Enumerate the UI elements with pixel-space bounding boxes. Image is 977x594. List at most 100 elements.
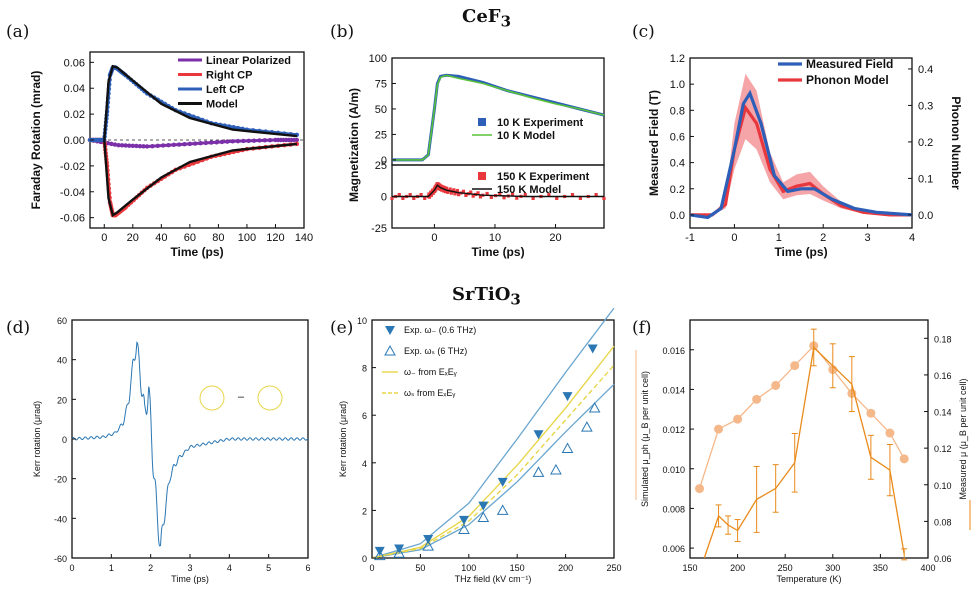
panel-e-omega-s-point [550, 463, 562, 475]
panel-b-150k-experiment-point [446, 190, 450, 194]
panel-f-xlabel: Temperature (K) [776, 574, 841, 584]
panel-a-series-line-1 [90, 138, 298, 217]
panel-b-150k-experiment-point [412, 196, 416, 200]
panel-a-legend-label: Right CP [206, 70, 252, 82]
panel-f-simulated-point [899, 454, 909, 464]
panel-b-150k-experiment-point [452, 188, 456, 192]
panel-f-xtick-label: 350 [873, 563, 888, 573]
panel-f-xtick-label: 250 [778, 563, 793, 573]
panel-b-lower-ytick-label: 25 [375, 160, 387, 172]
section-title-cef3-sub: 3 [500, 12, 511, 31]
panel-f-ylabel-right: Measured μ (μ_B per unit cell) [958, 379, 968, 500]
panel-a-xtick-label: 100 [238, 232, 256, 244]
panel-f-xtick-label: 400 [920, 563, 935, 573]
panel-a-xtick-label: 60 [184, 232, 196, 244]
panel-c-xtick-label: 4 [909, 232, 915, 244]
panel-f-ytick-label: 0.006 [662, 544, 685, 554]
panel-c-legend-label: Phonon Model [806, 73, 889, 87]
panel-b-150k-experiment-point [401, 196, 405, 200]
panel-b-upper-ytick-label: 0 [381, 155, 387, 167]
panel-c-right-ytick-label: 0.1 [918, 173, 933, 185]
panel-b-150k-experiment-point [419, 193, 423, 197]
panel-e-omega-s-point [496, 504, 509, 515]
panel-b-150k-experiment-point [510, 192, 515, 196]
panel-e-xtick-label: 250 [606, 563, 621, 573]
panel-f-ytick-label: 0.014 [662, 385, 685, 395]
panel-f-ytick-label: 0.010 [662, 465, 685, 475]
panel-a-ytick-label: 0.00 [64, 135, 85, 147]
panel-b-150k-experiment-point [594, 193, 598, 197]
panel-d-ytick-label: -40 [54, 514, 67, 524]
panel-a-ytick-label: -0.06 [60, 213, 85, 225]
panel-f-simulated-point [733, 414, 743, 424]
panel-c-xtick-label: 0 [731, 232, 737, 244]
panel-b-xtick-label: 10 [489, 232, 501, 244]
panel-a-ytick-label: -0.04 [60, 187, 85, 199]
panel-c-xlabel: Time (ps) [774, 245, 827, 259]
panel-b-150k-experiment-point [427, 195, 432, 199]
panel-e-legend-label: Exp. ω₋ (0.6 THz) [404, 325, 476, 335]
panel-b-xlabel: Time (ps) [471, 245, 524, 259]
panel-c-right-ytick-label: 0.3 [918, 100, 933, 112]
panel-e-omega-s-point [581, 421, 593, 432]
panel-a-ytick-label: -0.02 [60, 161, 85, 173]
panel-b-150k-experiment-point [449, 191, 453, 195]
panel-d-xtick-label: 1 [109, 563, 114, 573]
panel-d-xtick-label: 2 [148, 563, 153, 573]
panel-label-d: (d) [6, 318, 31, 338]
panel-b-150k-experiment-point [570, 193, 575, 197]
panel-e-xtick-label: 150 [510, 563, 525, 573]
panel-e-omega-s-line [371, 364, 615, 559]
panel-e-omega-s-point [561, 442, 574, 454]
panel-f-right-ytick-label: 0.08 [934, 517, 952, 527]
panel-f-xtick-label: 200 [730, 563, 745, 573]
panel-b-150k-experiment-point [444, 186, 449, 190]
panel-a-ytick-label: 0.02 [64, 109, 85, 121]
section-title-cef3-text: CeF [462, 6, 501, 27]
panel-d-xtick-label: 5 [266, 563, 271, 573]
panel-b-150k-experiment-point [441, 189, 446, 193]
panel-b-legend-label: 10 K Model [497, 130, 555, 142]
panel-e-xtick-label: 100 [461, 563, 476, 573]
panel-b-150k-experiment-point [441, 185, 445, 189]
panel-a-ytick-label: 0.06 [64, 57, 85, 69]
panel-d-inset-circle-left [199, 385, 225, 411]
panel-b-150k-experiment-point [515, 196, 519, 200]
panel-e-omega-minus-point [497, 477, 508, 487]
panel-f-ytick-label: 0.016 [662, 346, 685, 356]
panel-f-right-ytick-label: 0.18 [934, 334, 952, 344]
panel-c-ylabel: Measured Field (T) [647, 90, 661, 196]
panel-f-simulated-point [695, 484, 705, 494]
panel-e-xtick-label: 0 [369, 563, 374, 573]
panel-d-xtick-label: 0 [69, 563, 74, 573]
panel-f-simulated-point [771, 380, 781, 390]
panel-b-legend-label: 150 K Experiment [497, 171, 590, 183]
panel-f-right-ytick-label: 0.16 [934, 371, 952, 381]
panel-a-model-line [103, 64, 298, 141]
panel-e-ytick-label: 8 [362, 364, 367, 374]
panel-a-xtick-label: 140 [295, 232, 313, 244]
panel-d-ytick-label: 40 [57, 356, 67, 366]
panel-b-upper-ytick-label: 50 [375, 104, 387, 116]
panel-e-ytick-label: 0 [362, 554, 367, 564]
panel-b-150k-experiment-point [390, 196, 394, 200]
panel-b-150k-experiment-point [439, 184, 443, 188]
panel-c-xtick-label: -1 [685, 232, 695, 244]
panel-c-xtick-label: 2 [820, 232, 826, 244]
panel-d-ytick-label: 0 [62, 435, 67, 445]
panel-f-right-ytick-label: 0.10 [934, 481, 952, 491]
section-title-srtio3-sub: 3 [510, 290, 521, 309]
panel-b-150k-experiment-point [485, 191, 489, 196]
panel-e-omega-minus-point [587, 344, 598, 354]
panel-d-ytick-label: -20 [54, 475, 67, 485]
panel-a-xtick-label: 120 [266, 232, 284, 244]
panel-b-150k-experiment-point [523, 193, 527, 197]
panel-b-150k-experiment-point [431, 191, 435, 195]
panel-e-ytick-label: 6 [362, 411, 367, 421]
panel-c-ytick-label: 0.8 [670, 105, 685, 117]
panel-c-legend-label: Measured Field [806, 57, 893, 71]
panel-e-omega-s-point [393, 547, 405, 558]
panel-e-legend-label: Exp. ωₛ (6 THz) [404, 346, 467, 356]
panel-b-150k-experiment-point [440, 188, 444, 192]
